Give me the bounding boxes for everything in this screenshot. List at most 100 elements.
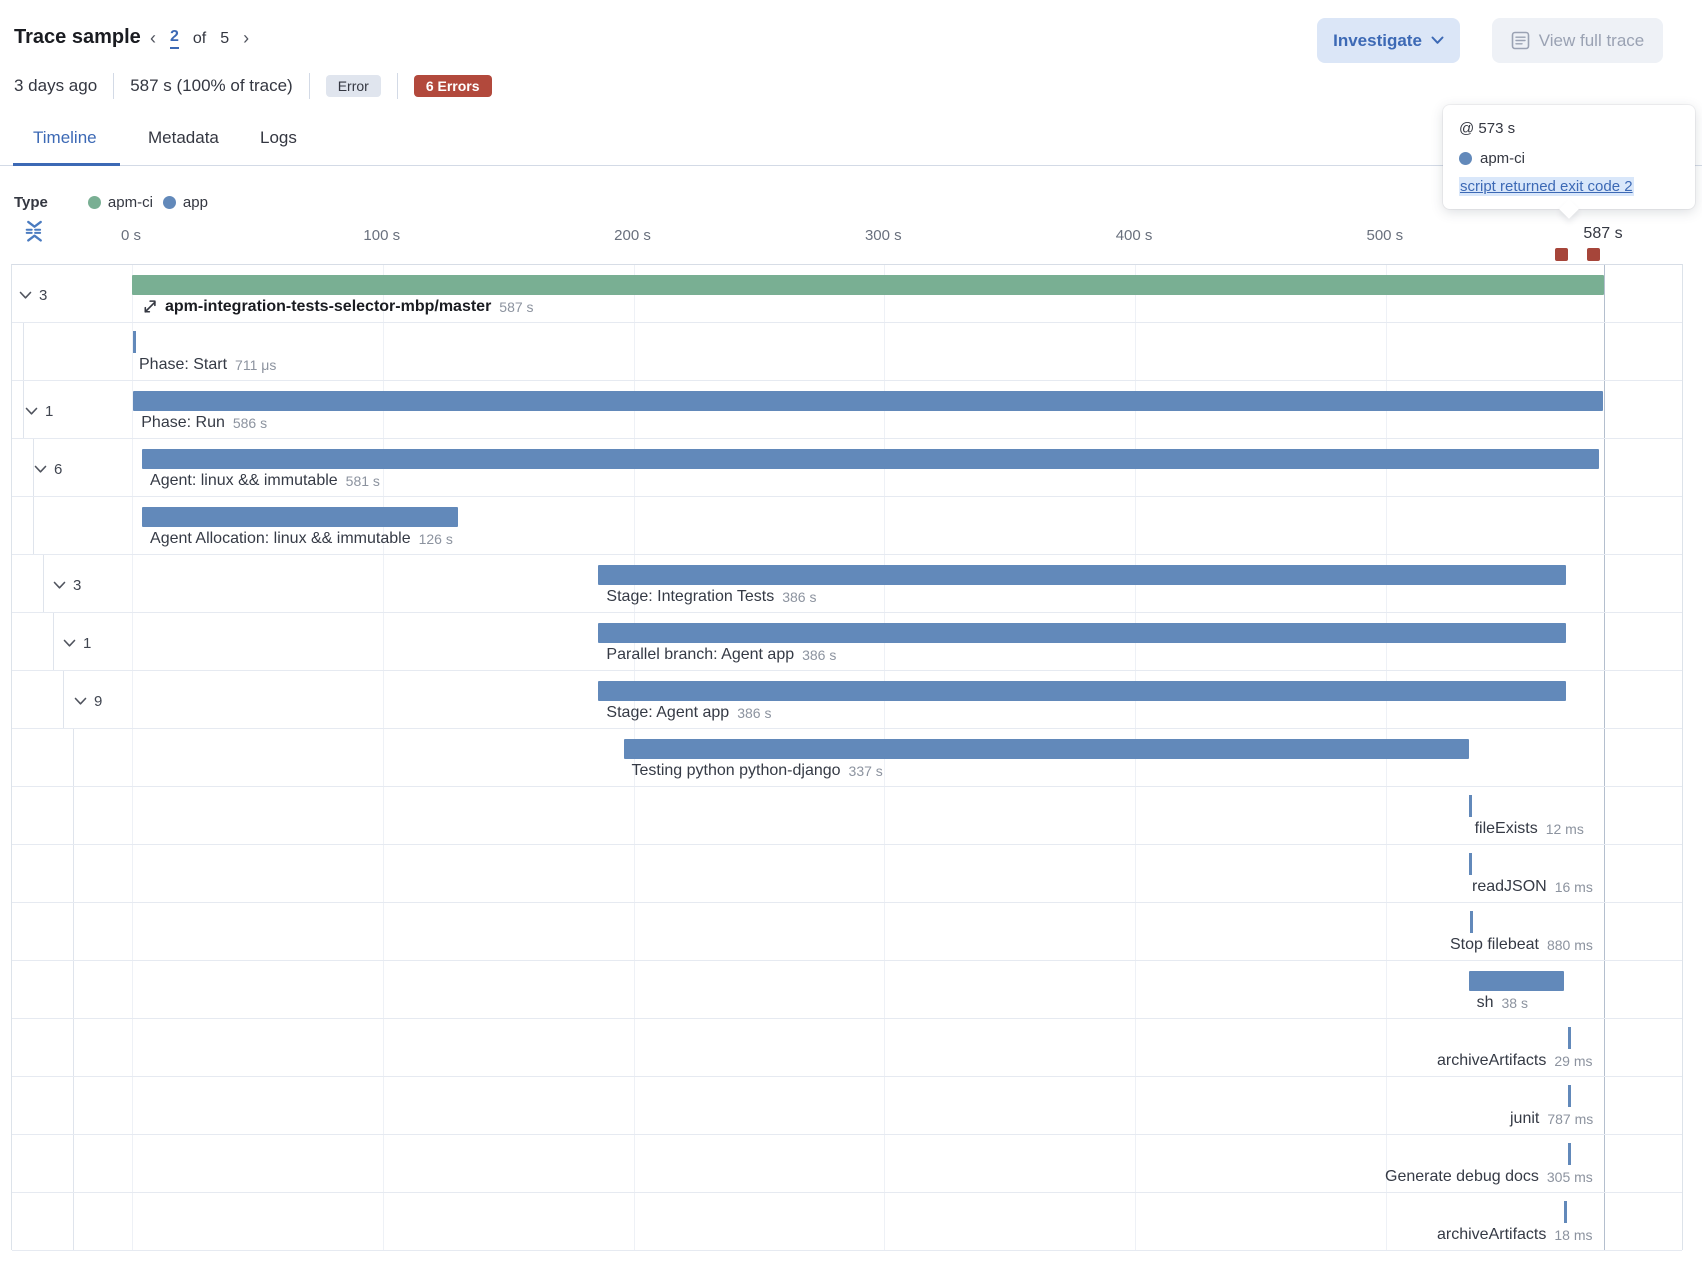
span-bar[interactable] — [598, 623, 1567, 643]
indent-guide — [73, 1019, 74, 1076]
span-tick[interactable] — [1468, 795, 1472, 817]
errors-count-badge[interactable]: 6 Errors — [413, 75, 492, 97]
service-color-dot — [1459, 152, 1472, 165]
error-message-link[interactable]: script returned exit code 2 — [1459, 177, 1634, 196]
chevron-down-icon — [53, 581, 66, 589]
toggle-children-button[interactable]: 1 — [25, 403, 53, 420]
span-label[interactable]: junit 787 ms — [1510, 1110, 1593, 1128]
tab-timeline[interactable]: Timeline — [33, 128, 97, 147]
children-count: 1 — [83, 635, 92, 652]
indent-guide — [23, 381, 24, 438]
tab-logs[interactable]: Logs — [260, 128, 297, 147]
trace-summary-bar: 3 days ago 587 s (100% of trace) Error 6… — [14, 72, 492, 100]
view-full-trace-label: View full trace — [1538, 30, 1645, 50]
toggle-children-button[interactable]: 1 — [63, 635, 91, 652]
span-name: Generate debug docs — [1385, 1168, 1539, 1185]
span-label[interactable]: Stage: Agent app 386 s — [606, 704, 771, 722]
divider — [396, 73, 398, 99]
span-label[interactable]: readJSON 16 ms — [1472, 878, 1593, 896]
span-label[interactable]: sh 38 s — [1477, 994, 1528, 1012]
span-bar[interactable] — [133, 391, 1603, 411]
tooltip-arrow — [1559, 199, 1579, 219]
error-message-line: script returned exit code 2 — [1459, 177, 1679, 196]
span-tick[interactable] — [1567, 1085, 1571, 1107]
current-page[interactable]: 2 — [170, 28, 179, 49]
waterfall-row: 3 Stage: Integration Tests 386 s — [12, 555, 1682, 613]
pipeline-icon — [144, 299, 156, 313]
span-duration: 386 s — [737, 705, 772, 721]
waterfall-row: archiveArtifacts 18 ms — [12, 1193, 1682, 1251]
span-label[interactable]: Stop filebeat 880 ms — [1450, 936, 1593, 954]
span-label[interactable]: fileExists 12 ms — [1475, 820, 1584, 838]
view-full-trace-button[interactable]: View full trace — [1492, 18, 1663, 63]
chevron-down-icon — [1431, 36, 1444, 44]
span-tick[interactable] — [133, 331, 136, 353]
chevron-down-icon — [34, 465, 47, 473]
collapse-all-icon[interactable] — [22, 217, 47, 245]
investigate-button[interactable]: Investigate — [1317, 18, 1460, 63]
waterfall-row: fileExists 12 ms — [12, 787, 1682, 845]
span-label[interactable]: Phase: Start 711 μs — [139, 356, 276, 374]
span-bar[interactable] — [142, 507, 458, 527]
axis-tick-label: 0 s — [120, 227, 142, 244]
span-tick[interactable] — [1469, 911, 1473, 933]
waterfall-row: archiveArtifacts 29 ms — [12, 1019, 1682, 1077]
indent-guide — [23, 323, 24, 380]
indent-guide — [73, 845, 74, 902]
indent-guide — [33, 497, 34, 554]
investigate-label: Investigate — [1333, 30, 1422, 50]
waterfall-row: 1 Parallel branch: Agent app 386 s — [12, 613, 1682, 671]
error-marker[interactable] — [1555, 248, 1569, 261]
active-tab-underline — [13, 163, 120, 166]
toggle-children-button[interactable]: 9 — [74, 693, 102, 710]
span-tick[interactable] — [1468, 853, 1472, 875]
indent-guide — [73, 1077, 74, 1134]
span-bar[interactable] — [623, 739, 1469, 759]
axis-tick-label: 200 s — [614, 227, 651, 244]
tab-metadata[interactable]: Metadata — [148, 128, 219, 147]
chevron-down-icon — [74, 697, 87, 705]
next-trace-button[interactable]: › — [243, 28, 250, 48]
toggle-children-button[interactable]: 3 — [19, 287, 47, 304]
span-label[interactable]: Parallel branch: Agent app 386 s — [606, 646, 836, 664]
waterfall-row: sh 38 s — [12, 961, 1682, 1019]
error-marker[interactable] — [1587, 248, 1601, 261]
span-bar[interactable] — [598, 681, 1567, 701]
error-timestamp: @ 573 s — [1459, 120, 1516, 137]
span-tick[interactable] — [1567, 1143, 1571, 1165]
span-duration: 12 ms — [1545, 821, 1584, 837]
span-bar[interactable] — [1468, 971, 1564, 991]
span-label[interactable]: Testing python python-django 337 s — [632, 762, 883, 780]
span-name: Stop filebeat — [1450, 936, 1539, 953]
page-title: Trace sample — [14, 26, 141, 48]
axis-tick-label: 300 s — [864, 227, 902, 244]
indent-guide — [73, 729, 74, 786]
toggle-children-button[interactable]: 6 — [34, 461, 62, 478]
span-duration: 18 ms — [1554, 1227, 1593, 1243]
span-tick[interactable] — [1567, 1027, 1571, 1049]
span-name: sh — [1476, 994, 1494, 1011]
span-label[interactable]: archiveArtifacts 18 ms — [1437, 1226, 1593, 1244]
span-tick[interactable] — [1563, 1201, 1567, 1223]
span-label[interactable]: apm-integration-tests-selector-mbp/maste… — [140, 298, 534, 316]
span-label[interactable]: Stage: Integration Tests 386 s — [606, 588, 816, 606]
span-label[interactable]: archiveArtifacts 29 ms — [1437, 1052, 1593, 1070]
chevron-down-icon — [25, 407, 38, 415]
span-label[interactable]: Agent Allocation: linux && immutable 126 … — [150, 530, 453, 548]
span-bar[interactable] — [132, 275, 1604, 295]
type-legend: Type apm-ci app — [14, 194, 208, 211]
app-color-dot — [162, 196, 176, 209]
waterfall-row: 1 Phase: Run 586 s — [12, 381, 1682, 439]
span-duration: 38 s — [1501, 995, 1528, 1011]
span-duration: 305 ms — [1546, 1169, 1593, 1185]
legend-label: app — [182, 194, 208, 211]
children-count: 1 — [45, 403, 54, 420]
prev-trace-button[interactable]: ‹ — [150, 28, 156, 48]
span-bar[interactable] — [598, 565, 1567, 585]
span-label[interactable]: Generate debug docs 305 ms — [1385, 1168, 1593, 1186]
span-label[interactable]: Phase: Run 586 s — [141, 414, 267, 432]
span-bar[interactable] — [142, 449, 1599, 469]
span-name: Agent Allocation: linux && immutable — [150, 530, 411, 547]
span-label[interactable]: Agent: linux && immutable 581 s — [150, 472, 380, 490]
toggle-children-button[interactable]: 3 — [53, 577, 81, 594]
